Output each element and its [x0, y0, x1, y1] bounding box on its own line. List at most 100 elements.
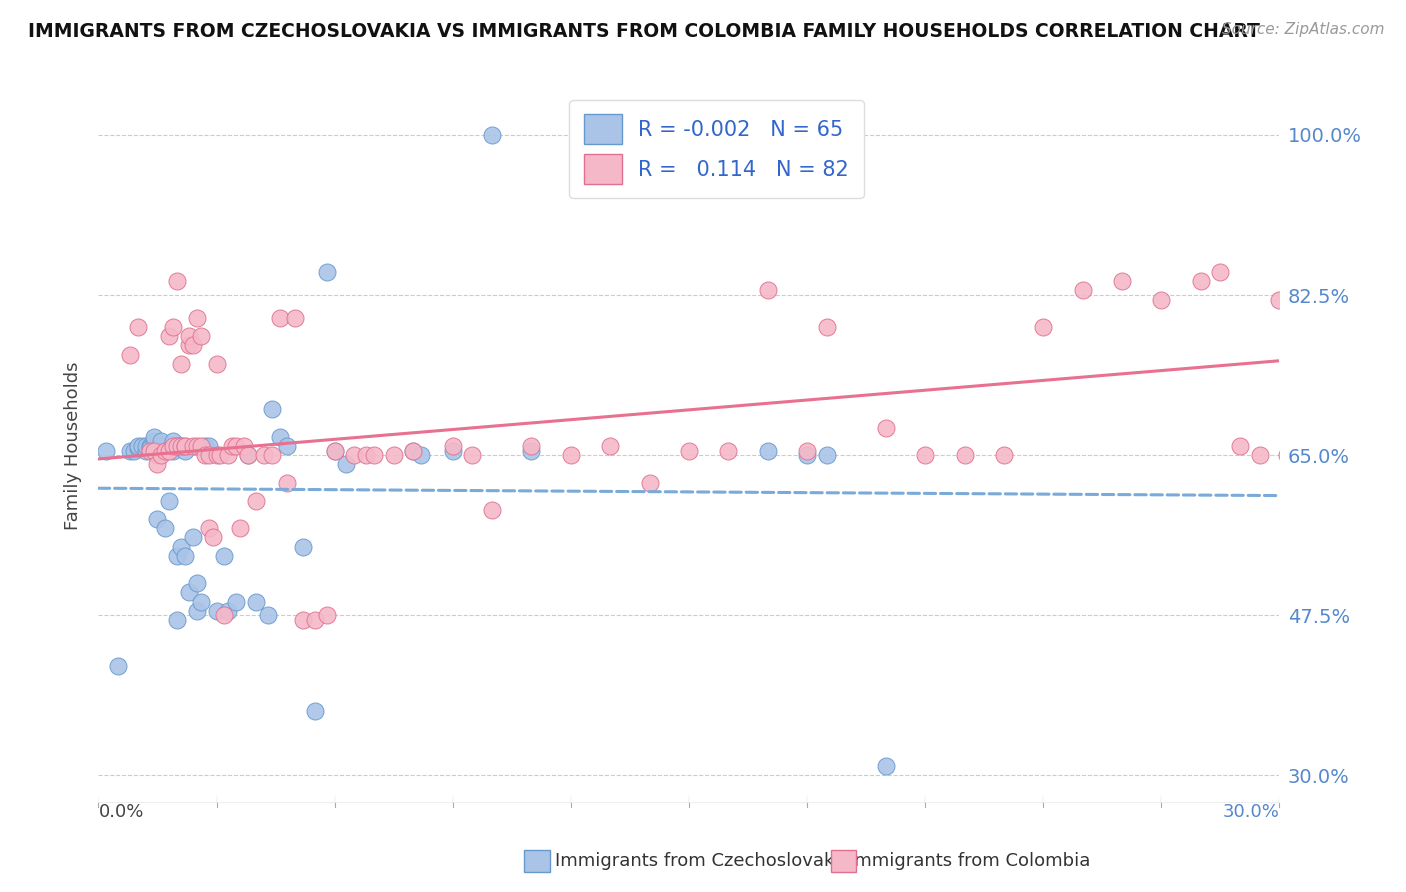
Point	[284, 310, 307, 325]
Point	[194, 448, 217, 462]
Point	[205, 448, 228, 462]
Legend: R = -0.002   N = 65, R =   0.114   N = 82: R = -0.002 N = 65, R = 0.114 N = 82	[569, 100, 863, 198]
Point	[127, 320, 149, 334]
Point	[253, 448, 276, 462]
Point	[993, 448, 1015, 462]
Point	[225, 594, 247, 608]
Point	[953, 448, 976, 462]
Point	[201, 531, 224, 545]
Point	[363, 448, 385, 462]
Point	[186, 576, 208, 591]
Point	[146, 448, 169, 462]
Point	[292, 540, 315, 554]
Point	[269, 310, 291, 325]
Point	[796, 448, 818, 462]
Point	[1249, 448, 1271, 462]
Point	[166, 549, 188, 563]
Point	[1150, 293, 1173, 307]
Point	[190, 329, 212, 343]
Point	[461, 448, 484, 462]
Point	[209, 448, 232, 462]
Point	[157, 442, 180, 457]
Point	[225, 439, 247, 453]
Text: IMMIGRANTS FROM CZECHOSLOVAKIA VS IMMIGRANTS FROM COLOMBIA FAMILY HOUSEHOLDS COR: IMMIGRANTS FROM CZECHOSLOVAKIA VS IMMIGR…	[28, 22, 1260, 41]
Point	[138, 443, 160, 458]
Point	[678, 443, 700, 458]
Text: 0.0%: 0.0%	[98, 803, 143, 821]
Point	[150, 443, 173, 458]
Point	[875, 759, 897, 773]
Point	[205, 604, 228, 618]
Point	[520, 439, 543, 453]
Text: 30.0%: 30.0%	[1223, 803, 1279, 821]
Point	[875, 420, 897, 434]
Point	[236, 448, 259, 462]
Point	[315, 608, 337, 623]
Point	[245, 494, 267, 508]
Point	[1288, 265, 1310, 279]
Point	[146, 443, 169, 458]
Point	[229, 521, 252, 535]
Y-axis label: Family Households: Family Households	[65, 362, 83, 530]
Point	[402, 443, 425, 458]
Point	[181, 531, 204, 545]
Point	[181, 338, 204, 352]
Point	[335, 458, 357, 472]
Point	[815, 448, 838, 462]
Text: Source: ZipAtlas.com: Source: ZipAtlas.com	[1222, 22, 1385, 37]
Point	[796, 443, 818, 458]
Point	[343, 448, 366, 462]
Point	[118, 347, 141, 361]
Point	[292, 613, 315, 627]
Point	[122, 443, 145, 458]
Point	[304, 704, 326, 718]
Point	[107, 658, 129, 673]
Point	[138, 441, 160, 455]
Point	[142, 430, 165, 444]
Point	[166, 274, 188, 288]
Point	[354, 448, 377, 462]
Point	[174, 439, 197, 453]
Point	[174, 549, 197, 563]
Point	[233, 439, 256, 453]
Point	[197, 521, 219, 535]
Point	[315, 265, 337, 279]
Point	[170, 439, 193, 453]
Point	[146, 512, 169, 526]
Point	[170, 540, 193, 554]
Point	[382, 448, 405, 462]
Point	[1277, 448, 1299, 462]
Point	[1268, 293, 1291, 307]
Point	[177, 585, 200, 599]
Point	[142, 434, 165, 449]
Point	[170, 439, 193, 453]
Point	[717, 443, 740, 458]
Point	[162, 439, 184, 453]
Point	[155, 521, 177, 535]
Point	[304, 613, 326, 627]
Point	[166, 439, 188, 453]
Point	[520, 443, 543, 458]
Point	[190, 594, 212, 608]
Point	[170, 357, 193, 371]
Point	[186, 604, 208, 618]
Point	[197, 439, 219, 453]
Point	[276, 439, 298, 453]
Point	[118, 443, 141, 458]
Point	[481, 503, 503, 517]
Point	[276, 475, 298, 490]
Point	[323, 443, 346, 458]
Point	[131, 439, 153, 453]
Point	[142, 439, 165, 453]
Point	[194, 439, 217, 453]
Point	[197, 448, 219, 462]
Point	[135, 443, 157, 458]
Point	[914, 448, 936, 462]
Point	[221, 439, 243, 453]
Point	[127, 439, 149, 453]
Point	[217, 604, 239, 618]
Point	[402, 443, 425, 458]
Point	[166, 613, 188, 627]
Point	[181, 439, 204, 453]
Point	[260, 402, 283, 417]
